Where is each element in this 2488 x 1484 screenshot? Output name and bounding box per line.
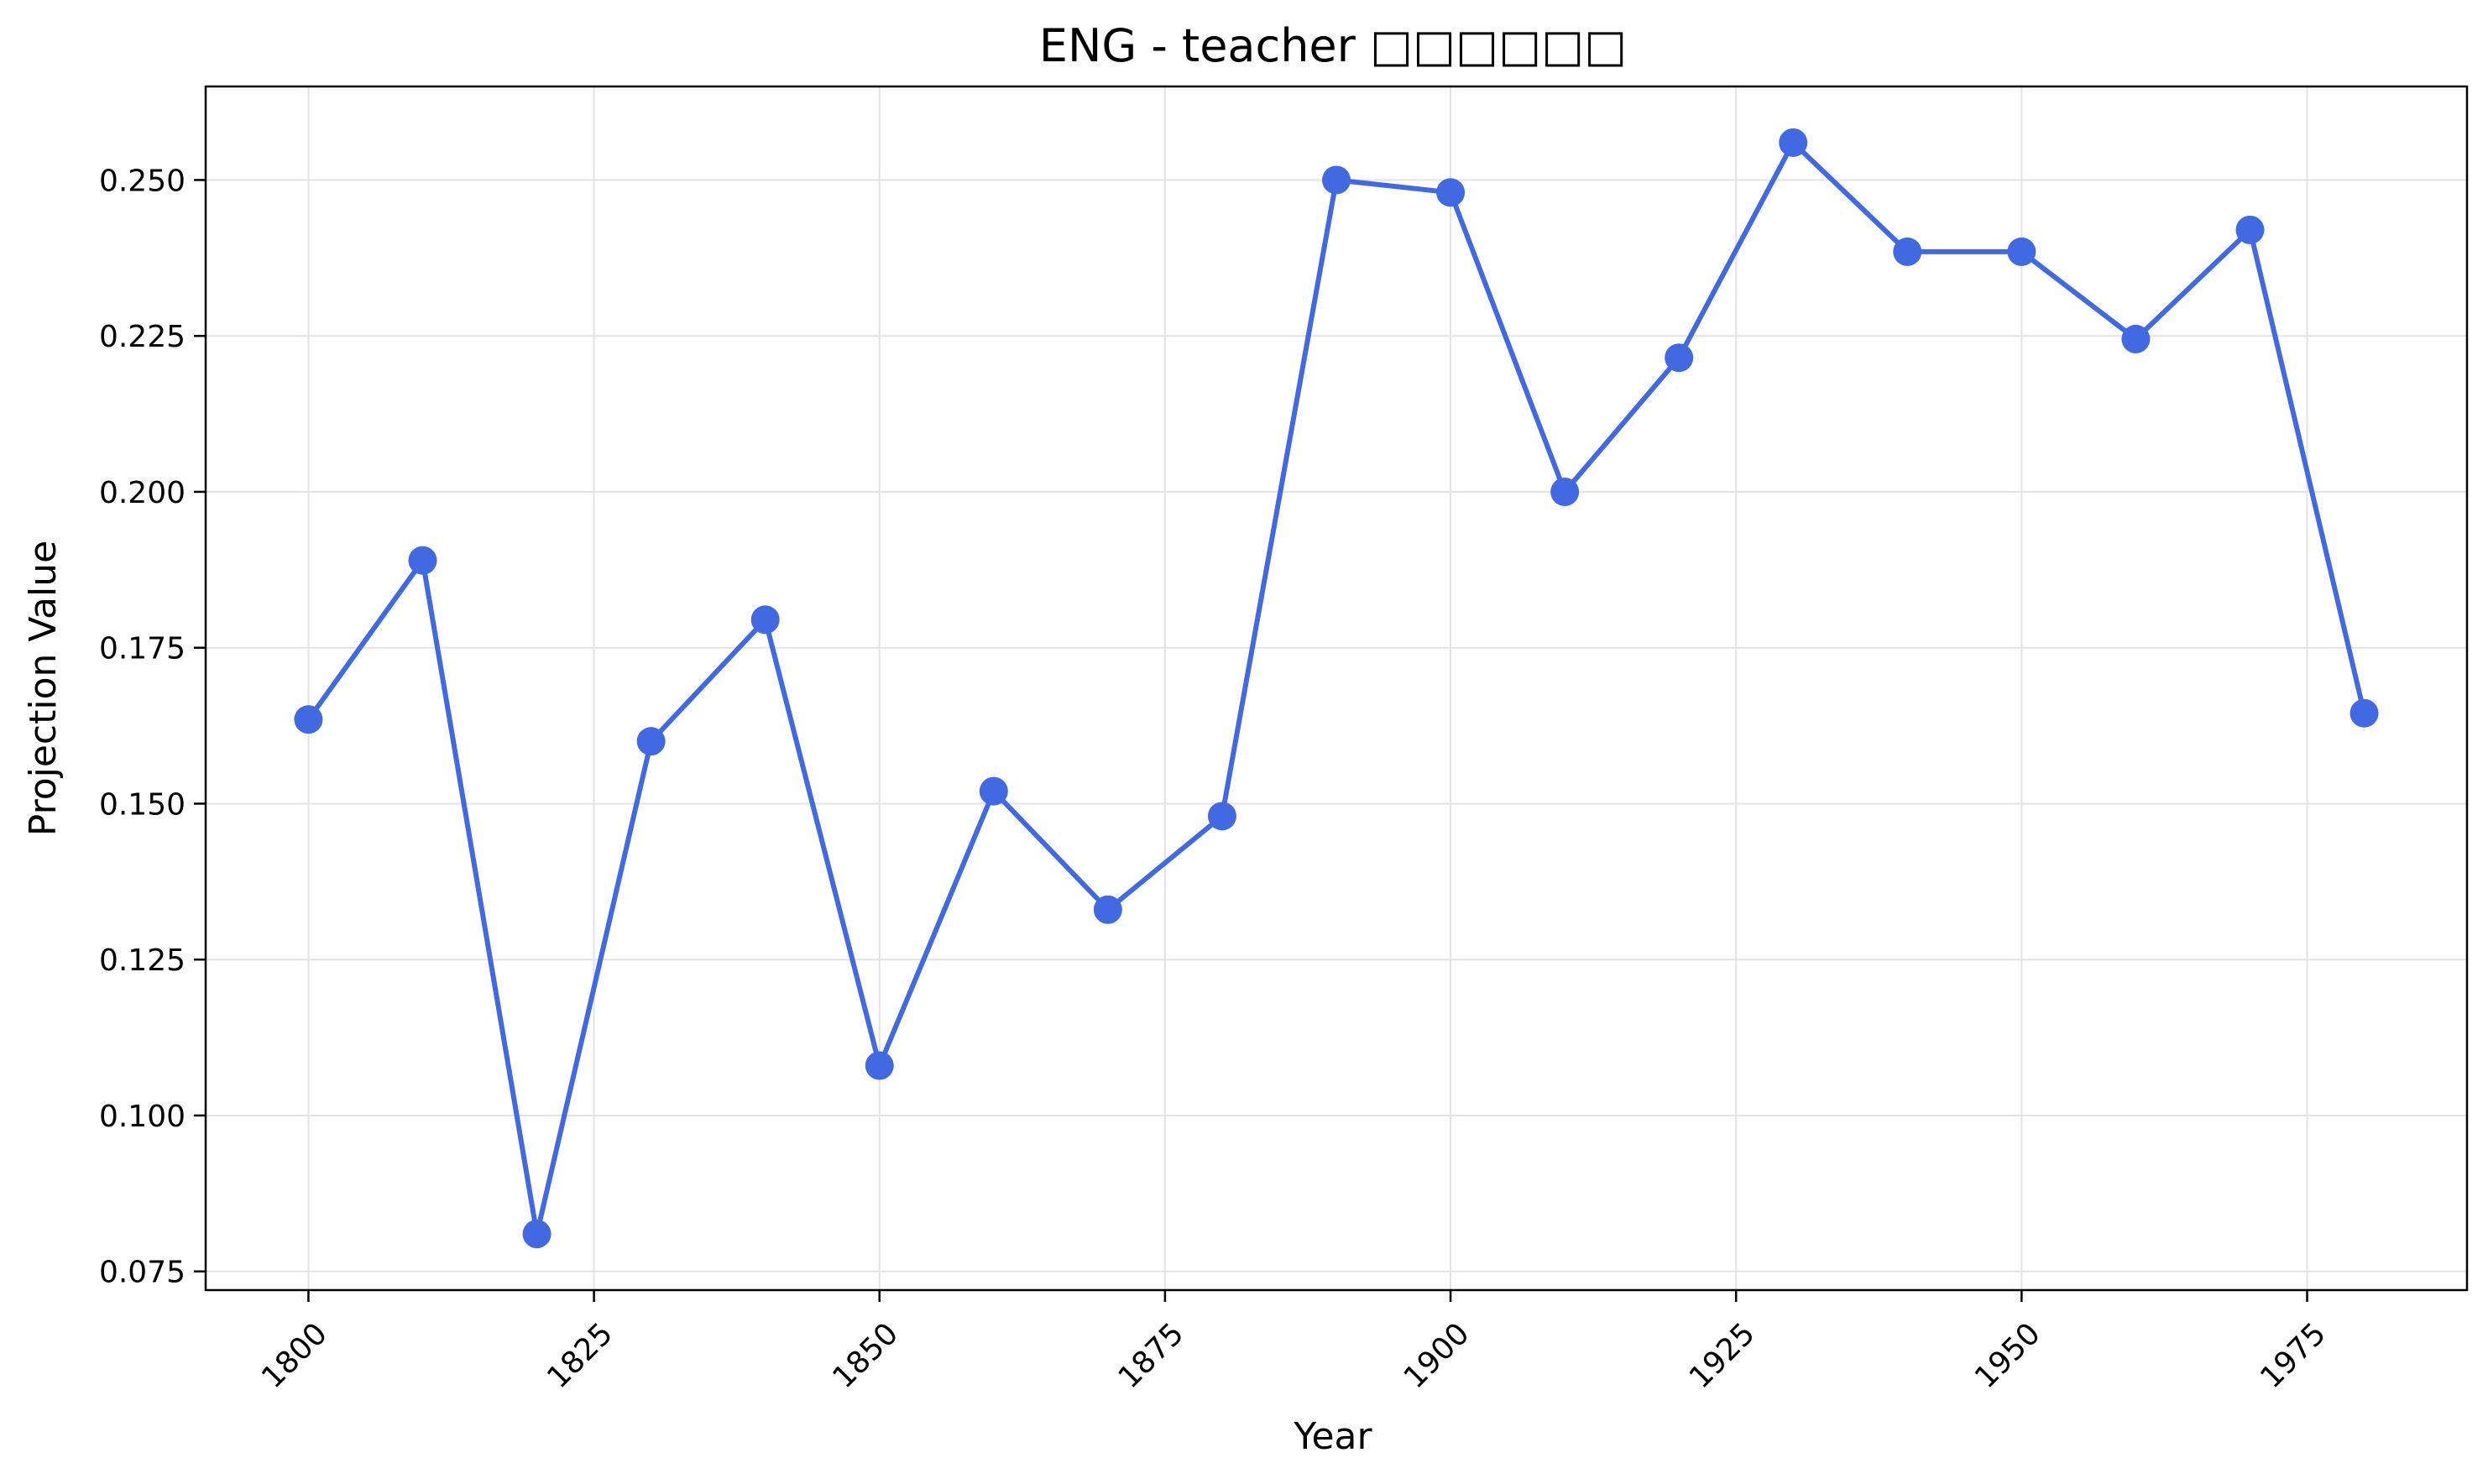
- x-tick-label: 1900: [1398, 1316, 1477, 1395]
- data-point: [979, 776, 1008, 806]
- data-point: [1779, 128, 1808, 157]
- y-tick-label: 0.100: [99, 1100, 186, 1134]
- x-tick-label: 1800: [255, 1316, 334, 1395]
- data-point: [522, 1220, 551, 1249]
- data-point: [750, 605, 780, 635]
- x-tick-label: 1975: [2254, 1316, 2333, 1395]
- y-tick-label: 0.225: [99, 320, 186, 354]
- y-axis-label: Projection Value: [22, 541, 65, 836]
- series-line: [306, 139, 2367, 1237]
- data-point: [2235, 215, 2265, 244]
- data-point: [2349, 698, 2379, 728]
- y-tick-label: 0.175: [99, 632, 186, 666]
- x-tick-label: 1850: [826, 1316, 905, 1395]
- data-point: [636, 727, 666, 756]
- y-tick-label: 0.150: [99, 787, 186, 822]
- data-point: [1436, 178, 1466, 207]
- y-tick-label: 0.250: [99, 164, 186, 198]
- x-axis-ticks: 1800 1825 1850 1875 1900 1925 1950 1975: [255, 1290, 2333, 1395]
- y-tick-label: 0.200: [99, 476, 186, 510]
- data-point: [1093, 895, 1122, 924]
- data-series: [294, 128, 2379, 1249]
- plot-frame: [204, 85, 2469, 1292]
- data-point: [2007, 237, 2036, 266]
- grid-lines: [206, 86, 2467, 1290]
- data-point: [2121, 324, 2151, 353]
- y-tick-label: 0.125: [99, 943, 186, 978]
- x-tick-label: 1950: [1968, 1316, 2047, 1395]
- x-tick-label: 1925: [1683, 1316, 1762, 1395]
- x-tick-label: 1825: [541, 1316, 619, 1395]
- y-tick-label: 0.075: [99, 1256, 186, 1290]
- data-point: [1322, 165, 1351, 195]
- data-point: [1893, 237, 1922, 266]
- x-axis-label: Year: [1293, 1415, 1372, 1458]
- data-point: [294, 705, 323, 734]
- data-point: [1207, 802, 1236, 831]
- y-axis-ticks: 0.075 0.100 0.125 0.150 0.175 0.200 0.225 0.250: [99, 164, 206, 1290]
- data-point: [865, 1051, 894, 1080]
- chart-title: ENG - teacher □□□□□□: [1039, 19, 1627, 72]
- x-tick-label: 1875: [1112, 1316, 1191, 1395]
- data-point: [1550, 477, 1580, 506]
- data-point: [1665, 343, 1694, 373]
- data-point: [408, 546, 437, 575]
